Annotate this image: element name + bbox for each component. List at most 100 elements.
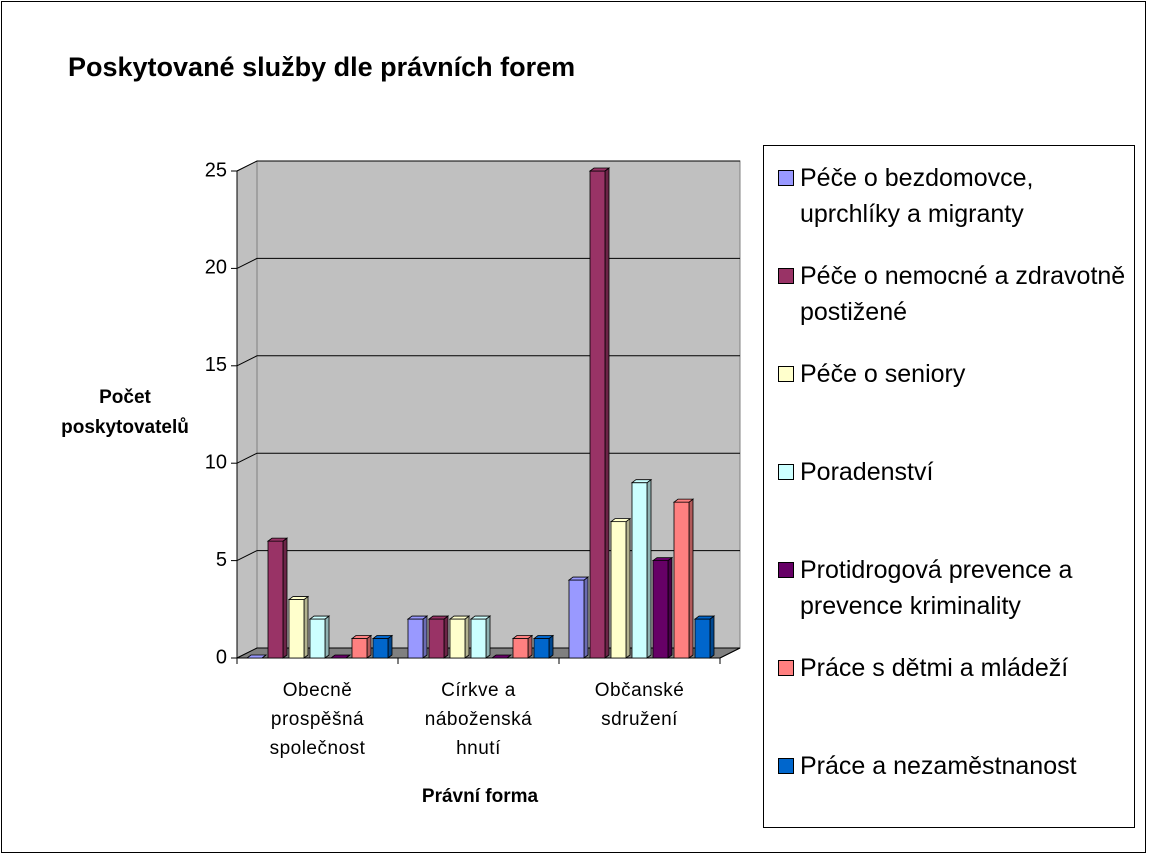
bar-side — [625, 517, 631, 659]
bar-side — [604, 167, 610, 659]
y-axis-title: Počet poskytovatelů — [61, 387, 189, 438]
bar-side — [387, 634, 393, 659]
legend-label: Péče o seniory — [800, 360, 966, 388]
bar — [266, 537, 289, 659]
bar-side — [324, 615, 330, 659]
legend-label: Péče o bezdomovce, uprchlíky a migranty — [800, 164, 1034, 228]
bar-side — [688, 498, 694, 659]
bar — [245, 654, 268, 659]
bar-front — [673, 501, 690, 659]
bar — [511, 634, 534, 659]
bar-side — [548, 634, 554, 659]
y-tick-label: 5 — [216, 549, 227, 571]
bar — [287, 595, 310, 659]
grid-line — [236, 355, 740, 367]
bar-side — [282, 537, 288, 659]
bar-top — [329, 654, 352, 659]
bar-top — [609, 518, 632, 523]
bar-front — [267, 540, 284, 659]
bar-top — [245, 654, 268, 659]
bar — [490, 654, 513, 659]
x-axis-end — [719, 647, 741, 659]
bar — [630, 478, 653, 659]
bar-top — [371, 635, 394, 639]
y-tick-label: 15 — [205, 354, 227, 376]
legend-label: Práce a nezaměstnanost — [800, 752, 1077, 780]
bar-top — [672, 498, 695, 503]
bar — [609, 517, 632, 659]
bar — [672, 498, 695, 659]
bar-front — [512, 638, 529, 659]
bar-top — [448, 615, 471, 620]
x-axis-title: Právní forma — [421, 786, 539, 807]
bar-side — [583, 576, 589, 659]
bar-front — [449, 618, 466, 659]
bar — [588, 167, 611, 659]
legend-swatch — [778, 366, 794, 382]
legend-label: Protidrogová prevence a prevence krimina… — [800, 556, 1073, 620]
bar — [469, 615, 492, 659]
bar-front — [288, 599, 305, 659]
bar-front — [533, 638, 550, 659]
legend-swatch — [778, 660, 794, 676]
bar-side — [709, 615, 715, 659]
bar — [567, 576, 590, 659]
x-tick-label: Občanské sdružení — [594, 680, 685, 730]
bar — [308, 615, 331, 659]
legend-swatch — [778, 170, 794, 186]
bar-side — [464, 615, 470, 659]
bar-top — [406, 615, 429, 620]
legend: Péče o bezdomovce, uprchlíky a migranty P… — [763, 145, 1135, 828]
x-tick-label: Církve a náboženská hnutí — [424, 680, 533, 759]
side-wall — [236, 160, 258, 659]
bar-top — [350, 635, 373, 639]
y-tick-label: 10 — [205, 451, 227, 473]
bar — [448, 615, 471, 659]
bar-front — [589, 170, 606, 659]
grid-line — [236, 550, 740, 562]
bar-top — [287, 596, 310, 600]
bar-side — [443, 615, 449, 659]
bar-side — [646, 478, 652, 659]
legend-swatch — [778, 562, 794, 578]
y-tick-label: 0 — [216, 646, 227, 668]
bar — [350, 634, 373, 659]
chart-title: Poskytované služby dle právních forem — [68, 52, 576, 82]
bar-top — [651, 557, 674, 561]
y-tick-label: 20 — [205, 257, 227, 279]
y-tick-label: 25 — [205, 159, 227, 181]
bar-front — [309, 618, 326, 659]
bar-side — [366, 634, 372, 659]
grid-line — [236, 452, 740, 464]
bar — [651, 556, 674, 659]
bar — [406, 615, 429, 659]
bar — [371, 634, 394, 659]
bar-top — [567, 576, 590, 581]
bar-front — [351, 638, 368, 659]
bar-front — [631, 482, 648, 659]
bar-top — [693, 615, 716, 620]
bar-side — [485, 615, 491, 659]
bar — [329, 654, 352, 659]
bar-top — [490, 654, 513, 659]
bar — [693, 615, 716, 659]
bar-side — [527, 634, 533, 659]
bar-top — [532, 635, 555, 639]
bar-front — [470, 618, 487, 659]
bar-front — [372, 638, 389, 659]
bar-side — [422, 615, 428, 659]
legend-label: Péče o nemocné a zdravotně postižené — [800, 262, 1126, 326]
bar — [532, 634, 555, 659]
bar-front — [694, 618, 711, 659]
grid-line — [236, 160, 740, 172]
bar-side — [303, 595, 309, 659]
bar-front — [428, 618, 445, 659]
bar-top — [469, 615, 492, 620]
bar-side — [667, 556, 673, 659]
legend-swatch — [778, 758, 794, 774]
legend-swatch — [778, 464, 794, 480]
bar-top — [308, 615, 331, 620]
grid-line — [236, 257, 740, 269]
